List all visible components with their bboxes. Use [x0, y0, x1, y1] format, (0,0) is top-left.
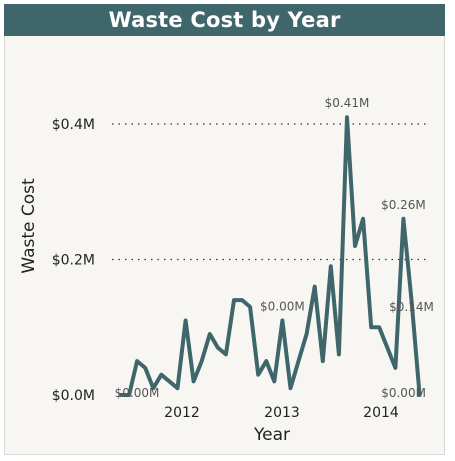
x-tick-label: 2013	[264, 405, 300, 421]
x-tick-label: 2012	[164, 405, 200, 421]
data-label: $0.00M	[115, 386, 160, 400]
x-axis-ticks: 2012 2013 2014	[164, 405, 399, 421]
series-line	[119, 115, 422, 397]
y-tick-label: $0.4M	[52, 117, 95, 133]
y-tick-label: $0.0M	[52, 388, 95, 404]
data-label: $0.41M	[325, 96, 370, 110]
data-label: $0.00M	[381, 386, 426, 400]
chart-card	[4, 4, 445, 455]
series-layer	[119, 115, 422, 397]
data-label: $0.00M	[260, 299, 305, 313]
data-label: $0.14M	[389, 300, 434, 314]
y-axis-ticks: $0.0M $0.2M $0.4M	[52, 117, 95, 404]
data-label: $0.26M	[381, 198, 426, 212]
gridlines	[112, 123, 430, 261]
chart-title: Waste Cost by Year	[4, 4, 445, 36]
x-tick-label: 2014	[363, 405, 399, 421]
y-tick-label: $0.2M	[52, 253, 95, 269]
y-axis-title: Waste Cost	[19, 178, 39, 274]
data-labels: $0.00M $0.00M $0.41M $0.26M $0.14M $0.00M	[115, 96, 434, 400]
x-axis-title: Year	[253, 425, 290, 445]
